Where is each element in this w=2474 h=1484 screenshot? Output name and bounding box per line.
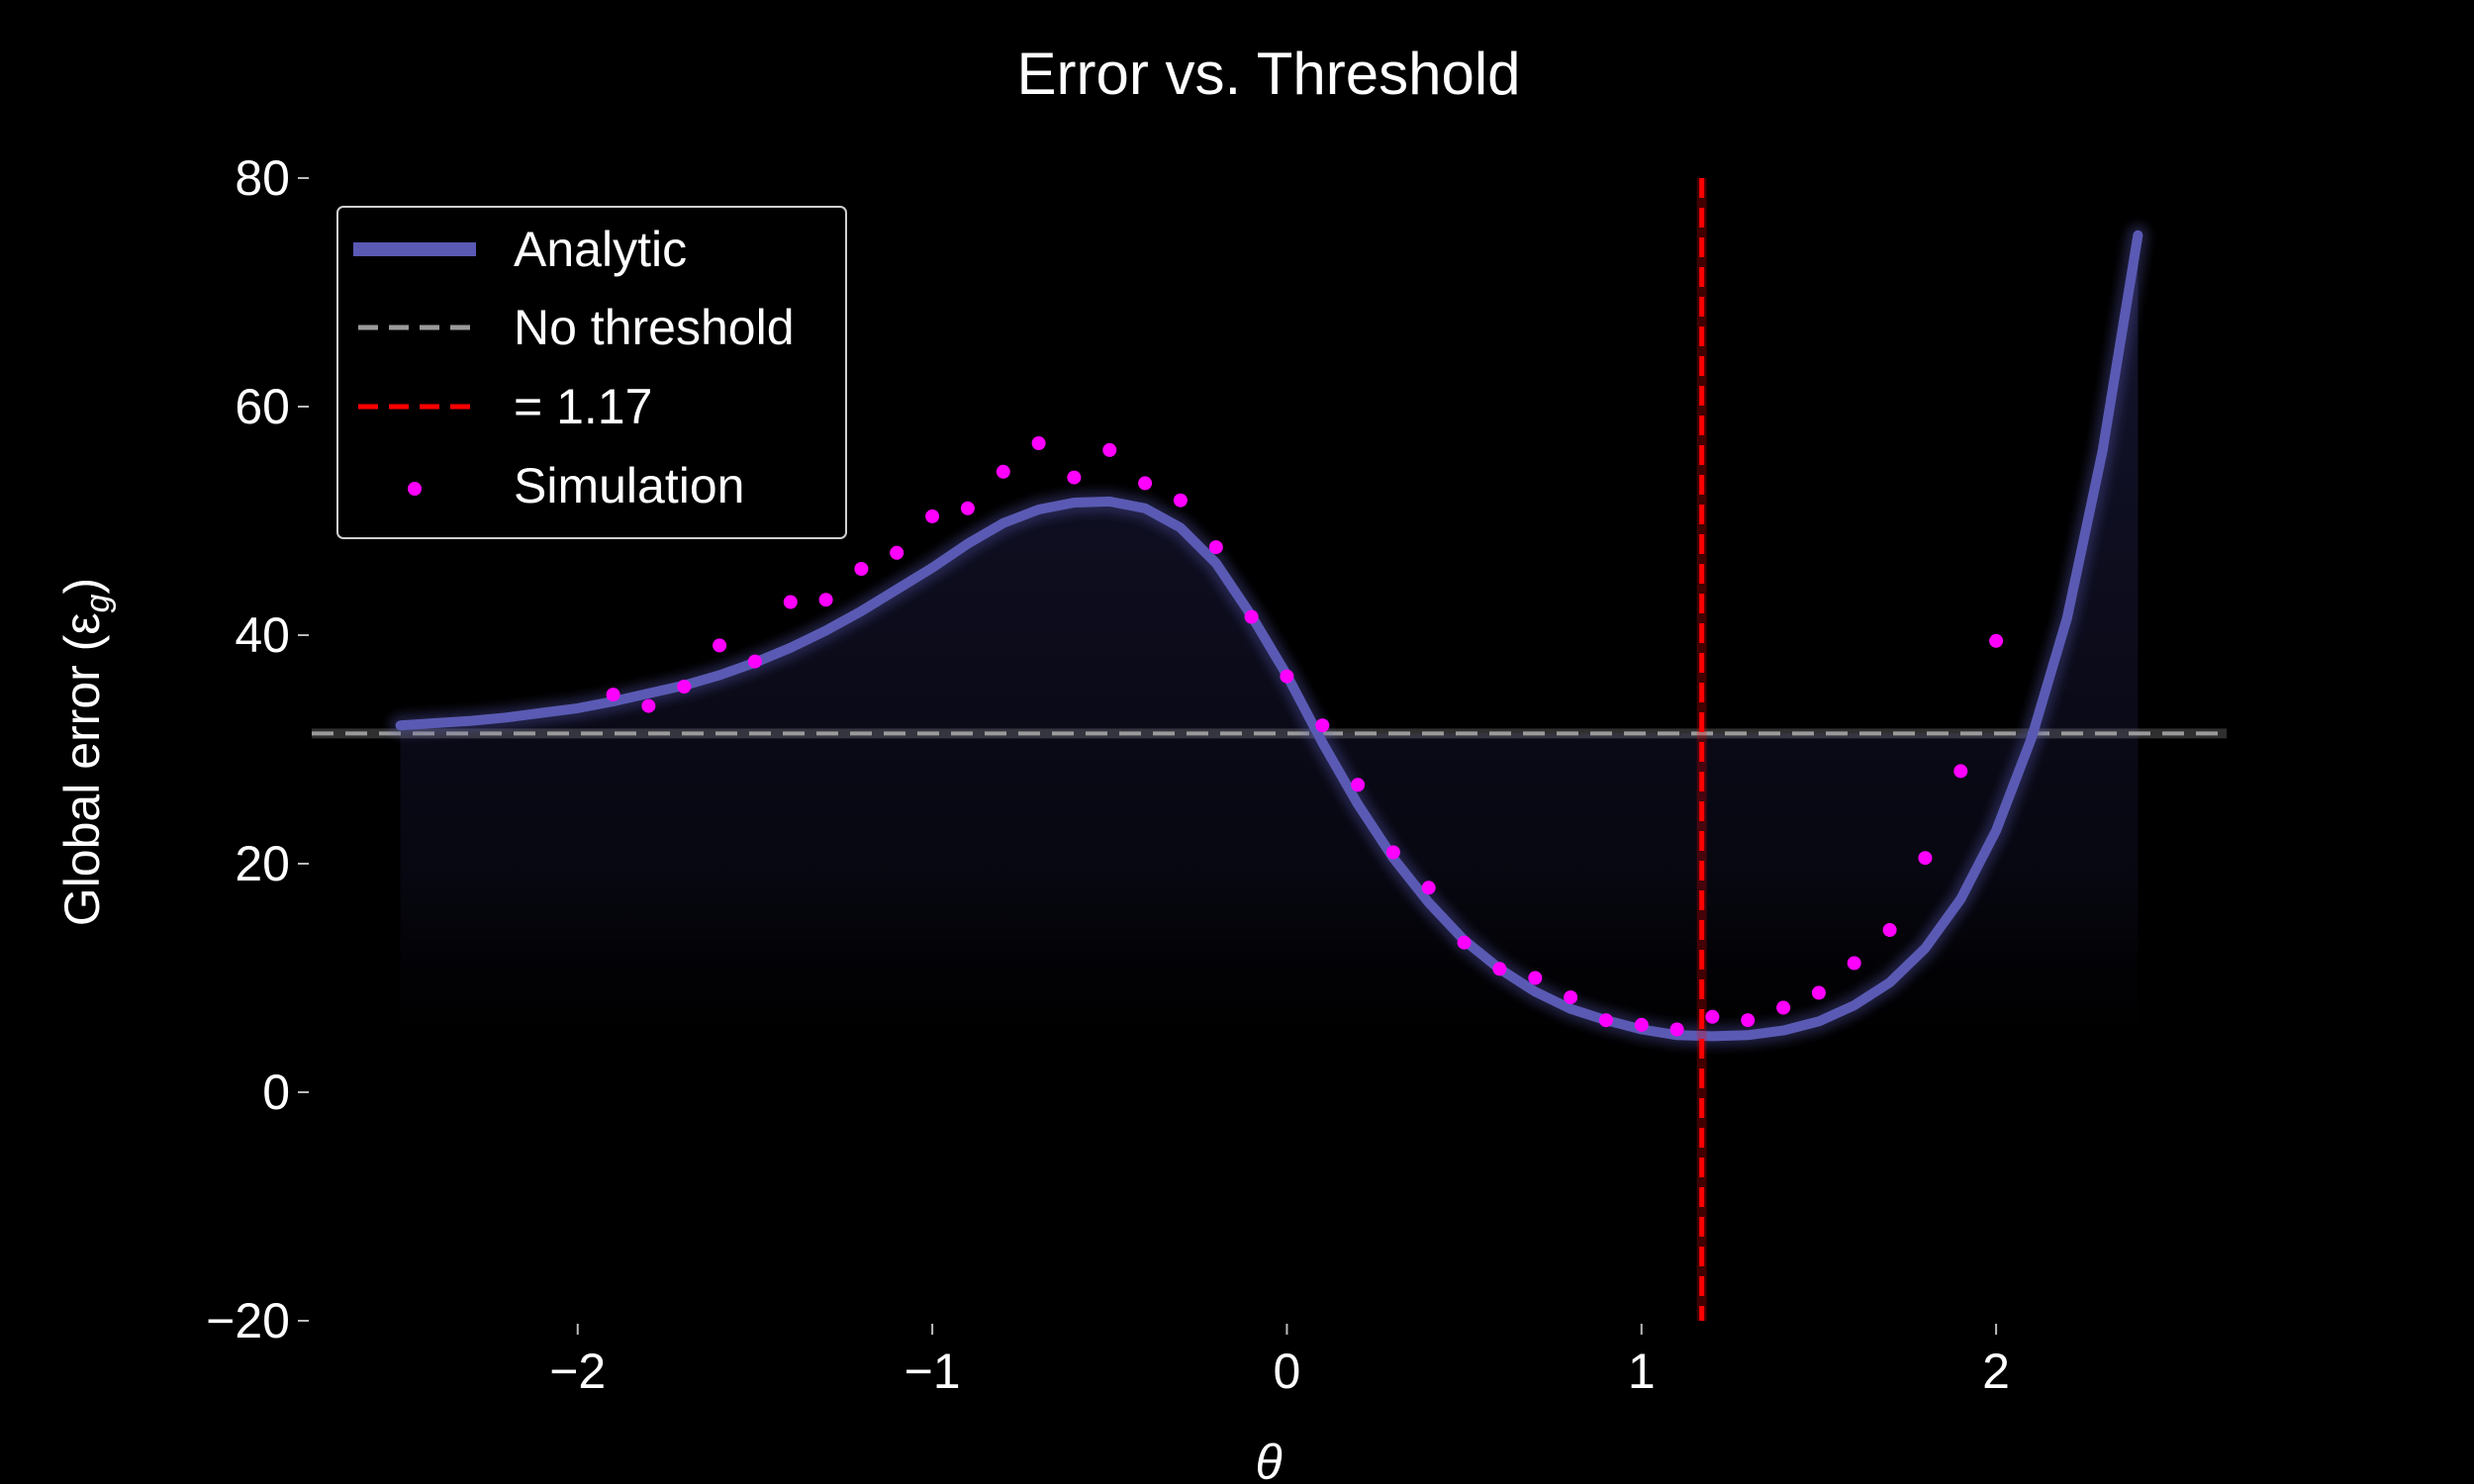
simulation-point bbox=[1280, 669, 1294, 684]
simulation-point bbox=[1421, 881, 1436, 895]
simulation-point bbox=[1528, 971, 1543, 985]
simulation-point bbox=[818, 593, 833, 607]
simulation-point bbox=[747, 654, 762, 669]
x-tick-label: 0 bbox=[1274, 1344, 1301, 1399]
simulation-point bbox=[1457, 935, 1472, 950]
y-tick-label: 20 bbox=[235, 836, 290, 891]
x-axis-label: θ bbox=[1255, 1435, 1282, 1484]
simulation-point bbox=[641, 698, 656, 713]
simulation-point bbox=[1634, 1017, 1649, 1032]
simulation-points bbox=[606, 436, 2004, 1037]
y-tick-label: 40 bbox=[235, 607, 290, 663]
simulation-point bbox=[1705, 1009, 1720, 1024]
legend-simulation-swatch bbox=[408, 482, 422, 496]
simulation-point bbox=[1564, 990, 1578, 1005]
y-axis-label: Global error (εg) bbox=[54, 578, 117, 926]
simulation-point bbox=[1315, 718, 1330, 733]
simulation-point bbox=[854, 562, 869, 576]
simulation-point bbox=[783, 595, 798, 609]
simulation-point bbox=[1208, 540, 1223, 555]
legend-no-threshold-label: No threshold bbox=[514, 300, 795, 355]
simulation-point bbox=[1953, 764, 1968, 779]
legend: Analytic No threshold = 1.17 Simulation bbox=[336, 206, 847, 539]
simulation-point bbox=[713, 638, 727, 653]
simulation-point bbox=[1847, 956, 1861, 971]
simulation-point bbox=[996, 464, 1010, 479]
simulation-point bbox=[960, 501, 975, 515]
simulation-point bbox=[606, 688, 620, 702]
simulation-point bbox=[1173, 493, 1188, 508]
x-tick-label: −2 bbox=[549, 1344, 606, 1399]
legend-frame bbox=[336, 206, 847, 539]
simulation-point bbox=[1882, 923, 1897, 937]
legend-simulation-label: Simulation bbox=[514, 458, 744, 513]
simulation-point bbox=[1492, 962, 1507, 976]
simulation-point bbox=[1598, 1013, 1613, 1028]
simulation-point bbox=[1669, 1022, 1684, 1037]
x-axis: −2 −1 0 1 2 bbox=[549, 1324, 2010, 1399]
simulation-point bbox=[1031, 436, 1046, 450]
simulation-point bbox=[1351, 778, 1366, 792]
y-axis-label-subscript: g bbox=[79, 594, 117, 612]
simulation-point bbox=[1067, 470, 1082, 485]
y-axis-label-close: ) bbox=[54, 578, 110, 595]
simulation-point bbox=[1918, 851, 1933, 866]
x-tick-label: 2 bbox=[1982, 1344, 2010, 1399]
simulation-point bbox=[890, 545, 904, 560]
simulation-point bbox=[1776, 1000, 1791, 1015]
simulation-point bbox=[677, 680, 692, 694]
simulation-point bbox=[925, 509, 940, 523]
y-tick-label: 0 bbox=[262, 1065, 290, 1120]
x-tick-label: 1 bbox=[1628, 1344, 1656, 1399]
y-tick-label: 80 bbox=[235, 150, 290, 206]
y-axis-label-main: Global error (ε bbox=[54, 612, 110, 926]
simulation-point bbox=[1811, 985, 1826, 1000]
simulation-point bbox=[1138, 476, 1153, 491]
x-tick-label: −1 bbox=[904, 1344, 961, 1399]
simulation-point bbox=[1244, 609, 1259, 624]
simulation-point bbox=[1989, 633, 2004, 648]
simulation-point bbox=[1385, 845, 1400, 860]
y-tick-label: 60 bbox=[235, 379, 290, 434]
y-tick-label: −20 bbox=[206, 1293, 290, 1348]
simulation-point bbox=[1102, 442, 1117, 457]
simulation-point bbox=[1741, 1013, 1756, 1028]
y-axis: −20 0 20 40 60 80 bbox=[206, 150, 309, 1348]
legend-optimum-label: = 1.17 bbox=[514, 379, 652, 434]
chart-title: Error vs. Threshold bbox=[1016, 41, 1520, 107]
legend-analytic-label: Analytic bbox=[514, 222, 687, 277]
